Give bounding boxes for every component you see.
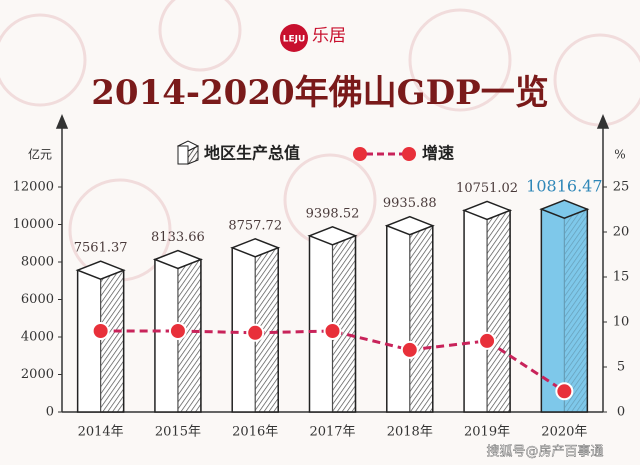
bar-group (384, 215, 435, 413)
y-tick-label: 10000 (13, 217, 54, 232)
value-label: 9398.52 (306, 206, 360, 221)
legend-marker (402, 147, 416, 161)
bar-group (539, 199, 590, 413)
bar-shade (254, 246, 279, 413)
x-tick-label: 2014年 (78, 425, 124, 440)
value-label: 10751.02 (456, 181, 518, 196)
bar-shade (177, 258, 202, 413)
y2-tick-label: 15 (613, 270, 630, 285)
y2-axis-unit: % (614, 148, 625, 162)
logo-name: 乐居 (312, 26, 346, 46)
x-tick-label: 2019年 (464, 425, 510, 440)
y-tick-label: 6000 (21, 292, 54, 307)
watermark: 搜狐号@房产百事通 (486, 444, 603, 460)
chart-title: 2014-2020年佛山GDP一览 (91, 73, 548, 113)
marker (246, 323, 265, 342)
value-label: 8133.66 (151, 230, 205, 245)
value-label: 8757.72 (228, 218, 282, 233)
legend-label: 增速 (422, 144, 454, 163)
bar-group (462, 200, 513, 413)
marker (400, 340, 419, 359)
y2-tick-label: 25 (613, 180, 630, 195)
legend-marker (353, 147, 367, 161)
y-tick-label: 8000 (21, 255, 54, 270)
value-label: 9935.88 (383, 196, 437, 211)
y2-tick-label: 5 (617, 360, 625, 375)
x-tick-label: 2017年 (309, 425, 355, 440)
x-tick-label: 2018年 (387, 425, 433, 440)
logo: LEJU 乐居 (280, 24, 346, 52)
y2-tick-label: 10 (613, 315, 630, 330)
x-tick-label: 2016年 (232, 425, 278, 440)
marker (323, 322, 342, 340)
bar-group (307, 225, 358, 413)
legend-bar-icon (176, 140, 200, 165)
bar-shade (563, 208, 588, 413)
legend: 地区生产总值 增速 (176, 140, 454, 165)
value-label: 10816.47 (526, 177, 602, 196)
bar-shade (331, 234, 357, 413)
x-tick-label: 2015年 (155, 425, 201, 440)
y-tick-label: 12000 (13, 180, 54, 195)
marker (555, 382, 574, 401)
y-tick-label: 2000 (21, 367, 54, 382)
y2-tick-label: 20 (613, 225, 630, 240)
y2-tick-label: 0 (617, 405, 625, 420)
y-tick-label: 0 (46, 405, 54, 420)
bar-shade (100, 269, 125, 413)
legend-label: 地区生产总值 (204, 144, 300, 163)
logo-mark: LEJU (283, 35, 306, 45)
bar-shade (409, 224, 434, 413)
value-label: 7561.37 (74, 241, 128, 256)
marker (91, 322, 110, 340)
bar-shade (486, 209, 511, 413)
x-tick-label: 2020年 (541, 425, 587, 440)
marker (478, 331, 497, 350)
y-axis-unit: 亿元 (28, 147, 52, 162)
y-tick-label: 4000 (21, 330, 54, 345)
marker (168, 322, 187, 340)
bar-group (75, 260, 126, 413)
